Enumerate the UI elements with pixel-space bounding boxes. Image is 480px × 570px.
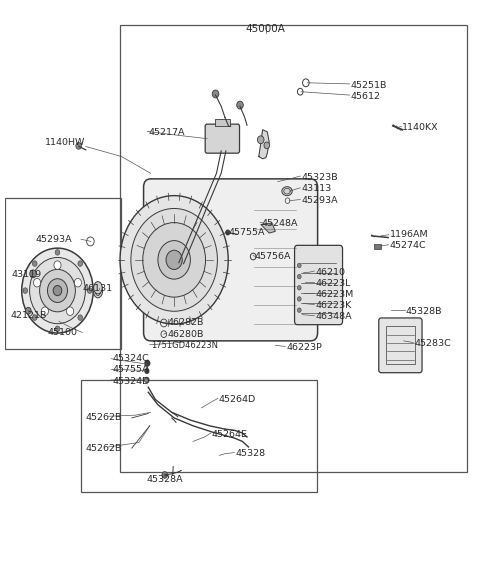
Circle shape: [158, 241, 191, 279]
Text: 45324D: 45324D: [112, 377, 149, 385]
Text: 45100: 45100: [47, 328, 77, 337]
Text: 45328A: 45328A: [146, 475, 183, 484]
Circle shape: [30, 270, 36, 278]
Text: 43119: 43119: [12, 270, 42, 279]
Circle shape: [87, 288, 92, 294]
Text: 45000A: 45000A: [246, 24, 286, 34]
Text: 46223L: 46223L: [315, 279, 350, 288]
Circle shape: [32, 315, 37, 320]
Text: 45324C: 45324C: [112, 354, 149, 363]
Circle shape: [55, 250, 60, 255]
Circle shape: [212, 90, 219, 98]
Text: 43113: 43113: [301, 185, 331, 193]
Text: 45328: 45328: [235, 449, 265, 458]
Text: 45755A: 45755A: [228, 228, 265, 237]
Circle shape: [55, 326, 60, 332]
Circle shape: [74, 279, 82, 287]
Circle shape: [298, 297, 301, 301]
Text: 45264E: 45264E: [212, 430, 248, 439]
Text: 42121B: 42121B: [11, 311, 47, 320]
Circle shape: [40, 270, 75, 312]
Text: 1140HW: 1140HW: [45, 138, 85, 147]
Text: 45248A: 45248A: [261, 219, 298, 228]
Text: 46282B: 46282B: [167, 319, 204, 328]
FancyBboxPatch shape: [373, 243, 381, 249]
Circle shape: [22, 248, 93, 333]
Text: 45323B: 45323B: [301, 173, 338, 182]
Text: 45293A: 45293A: [36, 235, 72, 244]
Circle shape: [162, 471, 168, 478]
Circle shape: [298, 263, 301, 268]
Text: 1751GD46223N: 1751GD46223N: [151, 341, 217, 351]
Polygon shape: [259, 130, 269, 159]
Polygon shape: [261, 223, 275, 233]
Circle shape: [30, 258, 85, 324]
Circle shape: [257, 136, 264, 144]
Text: 45756A: 45756A: [254, 252, 290, 261]
Text: 45262B: 45262B: [86, 413, 122, 422]
FancyBboxPatch shape: [215, 119, 229, 127]
Text: 46280B: 46280B: [167, 329, 204, 339]
Circle shape: [67, 307, 73, 315]
Ellipse shape: [94, 282, 102, 294]
Text: 45283C: 45283C: [414, 339, 451, 348]
Circle shape: [78, 315, 83, 320]
Text: 45264D: 45264D: [219, 395, 256, 404]
Circle shape: [131, 209, 217, 311]
Circle shape: [41, 307, 48, 315]
Circle shape: [298, 308, 301, 312]
Circle shape: [145, 360, 150, 366]
Text: 45612: 45612: [350, 92, 381, 101]
Circle shape: [48, 279, 68, 303]
Circle shape: [298, 286, 301, 290]
Text: 45293A: 45293A: [301, 196, 338, 205]
Circle shape: [53, 286, 62, 296]
Circle shape: [120, 196, 228, 324]
Circle shape: [264, 142, 270, 149]
Ellipse shape: [282, 187, 292, 196]
Circle shape: [25, 307, 31, 314]
Circle shape: [237, 101, 243, 109]
Circle shape: [143, 223, 205, 297]
Circle shape: [144, 377, 149, 383]
Circle shape: [166, 250, 182, 270]
Text: 1140KX: 1140KX: [402, 123, 439, 132]
Circle shape: [54, 261, 61, 270]
Text: 46210: 46210: [315, 268, 345, 276]
Circle shape: [34, 279, 41, 287]
Circle shape: [78, 261, 83, 266]
FancyBboxPatch shape: [205, 124, 240, 153]
FancyBboxPatch shape: [379, 318, 422, 373]
Circle shape: [145, 369, 149, 373]
Text: 46223K: 46223K: [315, 301, 351, 310]
Text: 45217A: 45217A: [148, 128, 185, 137]
Text: 1196AM: 1196AM: [390, 230, 428, 239]
Circle shape: [32, 261, 37, 266]
Circle shape: [23, 288, 28, 294]
Text: 46131: 46131: [83, 284, 112, 294]
FancyBboxPatch shape: [144, 179, 318, 341]
Text: 46223P: 46223P: [286, 343, 322, 352]
Ellipse shape: [93, 283, 103, 298]
Circle shape: [226, 230, 229, 235]
Text: 46223M: 46223M: [315, 290, 353, 299]
Text: 45274C: 45274C: [390, 242, 426, 250]
Text: 45251B: 45251B: [350, 80, 387, 89]
Text: 45328B: 45328B: [406, 307, 442, 316]
Circle shape: [298, 274, 301, 279]
Text: 45755A: 45755A: [112, 365, 148, 374]
Text: 45262B: 45262B: [86, 443, 122, 453]
Circle shape: [76, 142, 82, 149]
Text: 46348A: 46348A: [315, 312, 352, 321]
FancyBboxPatch shape: [295, 245, 343, 325]
